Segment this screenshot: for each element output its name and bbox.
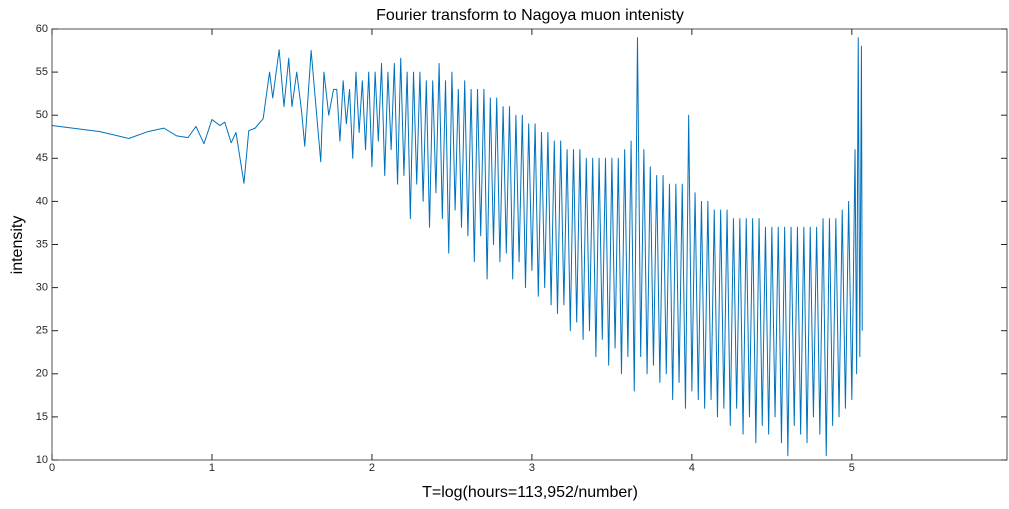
y-tick-label: 15: [36, 411, 48, 423]
x-tick-label: 0: [49, 462, 55, 474]
y-tick-label: 25: [36, 325, 48, 337]
chart-title: Fourier transform to Nagoya muon intenis…: [376, 7, 684, 24]
y-tick-label: 10: [36, 454, 48, 466]
x-tick-label: 5: [849, 462, 855, 474]
y-tick-label: 60: [36, 23, 48, 35]
y-tick-label: 55: [36, 66, 48, 78]
x-tick-label: 2: [369, 462, 375, 474]
y-tick-label: 30: [36, 282, 48, 294]
x-tick-label: 4: [689, 462, 695, 474]
y-axis-label: intensity: [9, 216, 26, 275]
y-tick-label: 20: [36, 368, 48, 380]
y-tick-label: 50: [36, 109, 48, 121]
x-axis-label: T=log(hours=113,952/number): [422, 484, 638, 501]
y-tick-label: 45: [36, 152, 48, 164]
y-tick-label: 35: [36, 238, 48, 250]
data-line: [51, 37, 863, 457]
y-tick-label: 40: [36, 195, 48, 207]
x-tick-label: 1: [209, 462, 215, 474]
x-tick-label: 3: [529, 462, 535, 474]
